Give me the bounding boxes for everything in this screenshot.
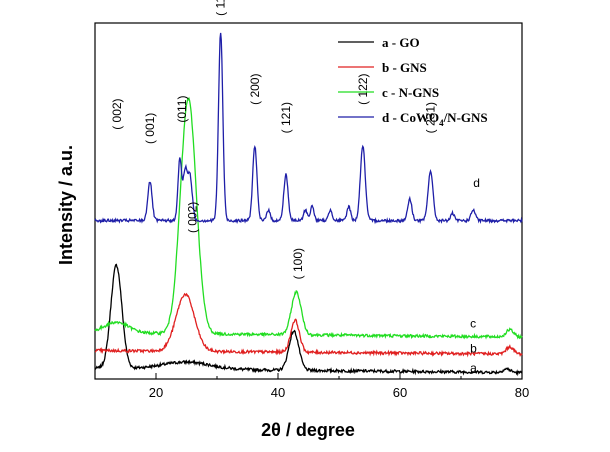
x-axis-title: 2θ / degree bbox=[261, 420, 355, 440]
peak-label-2: ( 100) bbox=[291, 248, 305, 279]
legend-label-c: c - N-GNS bbox=[382, 85, 439, 100]
legend-label-d-sub: 4 bbox=[439, 118, 444, 128]
x-tick-label-40: 40 bbox=[271, 385, 285, 400]
curve-labels: abc d bbox=[470, 176, 480, 375]
curve-label-b: b bbox=[470, 341, 477, 355]
peak-annotations: ( 002) ( 002) ( 100) ( 001) (011) ( 200) ( 111… bbox=[110, 0, 438, 279]
series-line-a bbox=[94, 263, 523, 377]
x-tick-label-20: 20 bbox=[149, 385, 163, 400]
legend-label-d-suffix: /N-GNS bbox=[443, 110, 488, 125]
x-tick-label-60: 60 bbox=[393, 385, 407, 400]
peak-label-5: ( 200) bbox=[248, 74, 262, 105]
curve-label-c: c bbox=[470, 316, 476, 330]
peak-label-9: ( 231) bbox=[424, 102, 438, 133]
series-line-b bbox=[94, 292, 523, 358]
peak-label-0: ( 002) bbox=[110, 98, 124, 129]
legend-label-d-prefix: d - CoWO bbox=[382, 110, 439, 125]
series-line-d bbox=[94, 32, 523, 225]
series-line-c bbox=[94, 96, 523, 340]
y-axis-title: Intensity / a.u. bbox=[56, 145, 76, 265]
legend-entry-a: a - GO bbox=[338, 35, 420, 50]
peak-label-7: ( 121) bbox=[279, 102, 293, 133]
curve-label-d: d bbox=[473, 176, 480, 190]
peak-label-3: ( 001) bbox=[143, 113, 157, 144]
legend: a - GO b - GNS c - N-GNS d - CoWO4/N-GNS bbox=[338, 35, 488, 128]
plot-frame bbox=[94, 22, 523, 380]
peak-label-8: ( 122) bbox=[356, 74, 370, 105]
curve-label-a: a bbox=[470, 361, 477, 375]
peak-label-1: ( 002) bbox=[186, 202, 200, 233]
legend-entry-d: d - CoWO4/N-GNS bbox=[338, 110, 488, 128]
series-layer bbox=[94, 32, 523, 377]
legend-entry-b: b - GNS bbox=[338, 60, 427, 75]
x-tick-label-80: 80 bbox=[515, 385, 529, 400]
x-axis-ticks: 20 40 60 80 bbox=[94, 373, 529, 400]
legend-label-d: d - CoWO4/N-GNS bbox=[382, 110, 488, 128]
peak-label-4: (011) bbox=[175, 96, 189, 123]
peak-label-6: ( 111) bbox=[214, 0, 228, 16]
legend-entry-c: c - N-GNS bbox=[338, 85, 439, 100]
legend-label-a: a - GO bbox=[382, 35, 420, 50]
legend-label-b: b - GNS bbox=[382, 60, 427, 75]
